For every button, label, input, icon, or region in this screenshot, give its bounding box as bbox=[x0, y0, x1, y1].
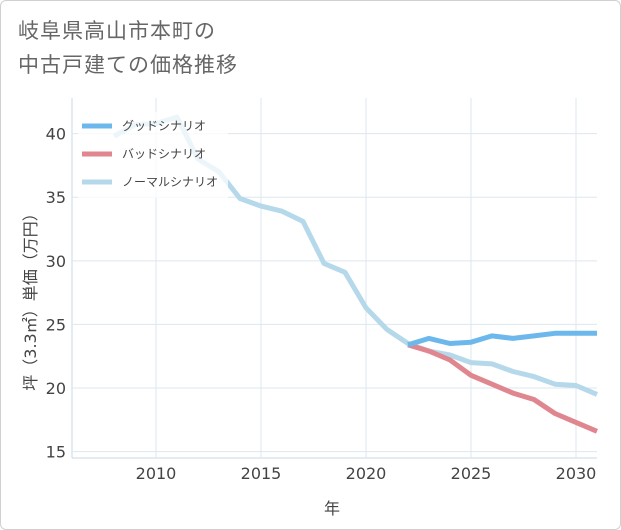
x-tick-labels: 2010 2015 2020 2025 2030 bbox=[136, 464, 597, 483]
y-tick-label: 20 bbox=[46, 379, 66, 398]
y-tick-label: 35 bbox=[46, 188, 66, 207]
x-tick-label: 2020 bbox=[346, 464, 387, 483]
series-line bbox=[407, 342, 598, 434]
y-tick-label: 15 bbox=[46, 443, 66, 462]
x-tick-label: 2010 bbox=[136, 464, 177, 483]
x-axis-label: 年 bbox=[324, 499, 340, 518]
x-tick-label: 2025 bbox=[451, 464, 492, 483]
legend-label: ノーマルシナリオ bbox=[122, 175, 218, 189]
x-tick-label: 2030 bbox=[556, 464, 597, 483]
y-tick-label: 40 bbox=[46, 125, 66, 144]
legend-label: グッドシナリオ bbox=[122, 119, 206, 133]
y-tick-labels: 15 20 25 30 35 40 bbox=[46, 125, 66, 462]
y-tick-label: 25 bbox=[46, 315, 66, 334]
x-tick-label: 2015 bbox=[241, 464, 282, 483]
y-tick-label: 30 bbox=[46, 252, 66, 271]
y-axis-label: 坪（3.3㎡）単価（万円） bbox=[21, 205, 40, 390]
series-line bbox=[407, 330, 597, 348]
legend-label: バッドシナリオ bbox=[122, 147, 206, 161]
chart-title: 岐阜県高山市本町の 中古戸建ての価格推移 bbox=[18, 19, 238, 77]
